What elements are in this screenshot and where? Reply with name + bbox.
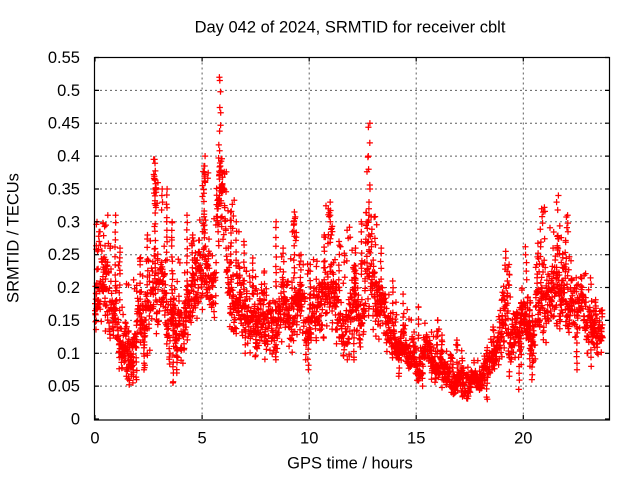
svg-text:0: 0 bbox=[71, 411, 80, 429]
svg-text:10: 10 bbox=[300, 430, 318, 448]
svg-text:20: 20 bbox=[514, 430, 532, 448]
svg-text:0.5: 0.5 bbox=[57, 82, 80, 100]
svg-text:0.35: 0.35 bbox=[48, 181, 80, 199]
svg-text:0.3: 0.3 bbox=[57, 213, 80, 231]
svg-text:0.1: 0.1 bbox=[57, 345, 80, 363]
svg-text:Day 042 of 2024, SRMTID for re: Day 042 of 2024, SRMTID for receiver cbl… bbox=[195, 18, 506, 36]
svg-text:0: 0 bbox=[90, 430, 99, 448]
svg-text:0.15: 0.15 bbox=[48, 312, 80, 330]
svg-text:0.45: 0.45 bbox=[48, 115, 80, 133]
svg-text:GPS time / hours: GPS time / hours bbox=[287, 455, 413, 473]
svg-text:0.25: 0.25 bbox=[48, 246, 80, 264]
svg-text:15: 15 bbox=[407, 430, 425, 448]
svg-text:0.05: 0.05 bbox=[48, 378, 80, 396]
svg-text:0.2: 0.2 bbox=[57, 279, 80, 297]
svg-text:SRMTID / TECUs: SRMTID / TECUs bbox=[5, 173, 23, 303]
svg-text:0.4: 0.4 bbox=[57, 148, 80, 166]
svg-text:5: 5 bbox=[198, 430, 207, 448]
svg-text:0.55: 0.55 bbox=[48, 49, 80, 67]
